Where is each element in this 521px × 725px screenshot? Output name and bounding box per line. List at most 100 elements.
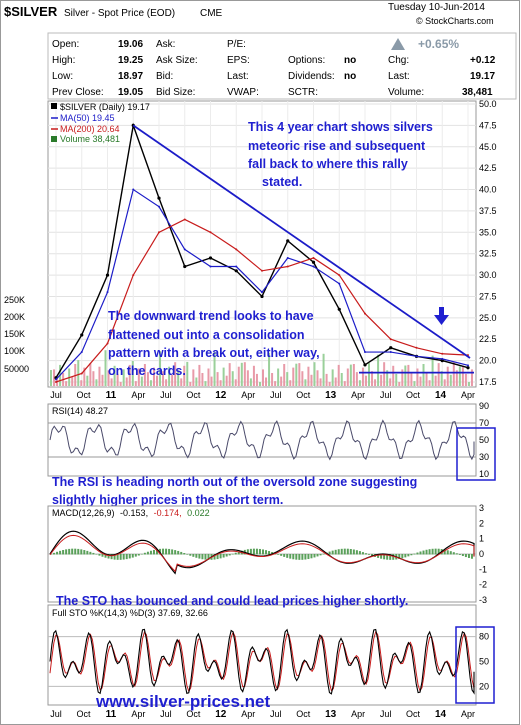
macd-hist-bar: [231, 553, 234, 555]
macd-hist-bar: [122, 554, 125, 560]
macd-hist-bar: [298, 554, 301, 560]
price-lines: [54, 122, 474, 383]
volume-bar: [86, 375, 89, 386]
series-point: [157, 196, 161, 200]
macd-hist-bar: [386, 554, 389, 560]
macd-hist-bar: [355, 550, 358, 555]
x-tick-label: Apr: [351, 390, 365, 400]
volume-bar: [328, 382, 331, 386]
volume-bar: [204, 381, 207, 386]
series-point: [80, 372, 83, 375]
volume-bar: [246, 370, 249, 386]
price-y-ticks: 50.0 47.5 45.0 42.5 40.0 37.5 35.0 32.5 30.0 27.5…: [479, 99, 497, 387]
x-tick-label: Jul: [160, 709, 172, 719]
x-tick-label: Oct: [76, 709, 91, 719]
macd-hist-bar: [140, 553, 143, 555]
macd-hist-bar: [458, 554, 461, 555]
volume-bar: [207, 368, 210, 386]
series-point: [158, 231, 160, 234]
series-point: [261, 291, 263, 294]
volume-bar: [431, 355, 434, 386]
legend-price: $SILVER (Daily) 19.17: [60, 102, 150, 112]
macd-hist-bar: [198, 554, 201, 559]
macd-hist-bar: [470, 554, 473, 559]
macd-hist-bar: [316, 554, 319, 557]
volume-bar: [274, 381, 277, 386]
price-grid: [48, 101, 476, 387]
volume-bar: [152, 367, 155, 386]
series-point: [415, 355, 418, 358]
macd-hist-bar: [310, 554, 313, 559]
rsi-annotation-line: The RSI is heading north out of the over…: [52, 475, 417, 489]
volume-bar: [131, 361, 134, 386]
macd-tick-label: 1: [479, 534, 484, 544]
y-tick-label: 22.5: [479, 334, 497, 344]
y-tick-label: 40.0: [479, 185, 497, 195]
volume-bar: [195, 377, 198, 386]
q-label: Bid:: [156, 71, 173, 82]
volume-bar: [249, 378, 252, 386]
macd-legend-v3: 0.022: [187, 508, 210, 518]
q-label: Chg:: [388, 55, 409, 66]
volume-bar: [240, 362, 243, 386]
macd-hist-bar: [452, 552, 455, 555]
q-val: no: [344, 71, 356, 82]
series-point: [415, 346, 418, 349]
volume-bar: [419, 376, 422, 386]
volume-bar: [80, 380, 83, 386]
macd-hist-bar: [137, 554, 140, 556]
volume-bar: [262, 369, 264, 386]
macd-hist-bar: [337, 549, 340, 555]
macd-hist-bar: [340, 548, 343, 555]
rsi-panel: 90 70 50 30 10 RSI(14) 48.27 The RSI is head…: [47, 401, 496, 507]
sto-lines: [49, 628, 475, 695]
macd-hist-bar: [431, 548, 434, 555]
series-point: [338, 274, 341, 277]
macd-hist-bar: [371, 554, 374, 556]
series-point: [55, 378, 57, 381]
volume-bar: [307, 366, 310, 386]
volume-bar: [83, 367, 86, 386]
macd-hist-bar: [134, 554, 137, 557]
sto-plot-area: [47, 604, 477, 706]
macd-hist-bar: [301, 554, 304, 560]
rsi-tick-label: 50: [479, 435, 489, 445]
macd-hist-bar: [334, 549, 337, 555]
macd-hist-bar: [189, 554, 192, 556]
volume-bar: [452, 362, 455, 386]
macd-hist-bar: [331, 550, 334, 555]
q-label: Last:: [227, 71, 249, 82]
volume-bar: [225, 375, 228, 386]
volume-tick-label: 100K: [4, 346, 25, 356]
annotation-line: The downward trend looks to have: [108, 309, 314, 323]
series-point: [106, 291, 109, 294]
x-tick-label: Oct: [76, 390, 91, 400]
macd-tick-label: 0: [479, 549, 484, 559]
down-arrow-icon: [434, 307, 449, 325]
series-point: [337, 307, 341, 311]
volume-bar: [177, 370, 180, 386]
volume-bar: [289, 380, 292, 386]
macd-hist-bar: [222, 554, 225, 558]
q-label: Options:: [288, 55, 325, 66]
legend-volume: Volume 38,481: [60, 134, 120, 144]
x-tick-label: 12: [215, 390, 227, 401]
y-tick-label: 42.5: [479, 163, 497, 173]
volume-bar: [65, 381, 68, 386]
legend-ma50: MA(50) 19.45: [60, 113, 115, 123]
macd-hist-bar: [98, 554, 101, 556]
x-tick-label: Oct: [296, 709, 311, 719]
q-label: Ask Size:: [156, 55, 198, 66]
macd-hist-bar: [110, 554, 113, 560]
series-point: [80, 333, 84, 337]
q-label: Open:: [52, 39, 79, 50]
macd-hist-bar: [277, 554, 280, 555]
macd-hist-bar: [271, 552, 274, 555]
macd-hist-bar: [322, 553, 325, 555]
volume-bar: [368, 363, 370, 386]
macd-hist-bar: [407, 554, 410, 557]
annotation-line: on the cards.: [108, 364, 186, 378]
sto-y-ticks: 80 50 20: [479, 632, 489, 692]
macd-hist-bar: [434, 548, 437, 555]
x-tick-label: Oct: [296, 390, 311, 400]
